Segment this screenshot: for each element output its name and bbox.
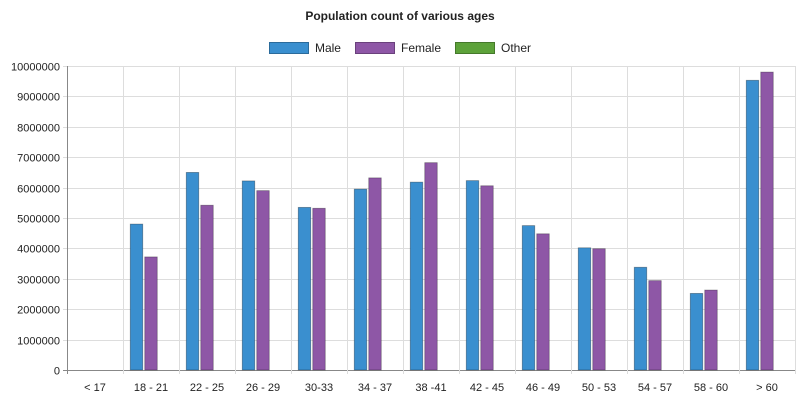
bar-female-9 [592,248,606,371]
bar-male-1 [129,223,144,371]
bar-female-8 [536,233,550,371]
bar-male-3 [241,180,256,371]
y-tick-label-2: 2000000 [17,305,60,317]
bar-male-12 [745,79,760,371]
bar-male-9 [577,247,592,371]
x-tick-label-7: 42 - 45 [470,382,504,394]
bar-female-7 [480,185,494,371]
x-tick-label-8: 46 - 49 [526,382,560,394]
legend: Male Female Other [0,41,800,55]
legend-label-male: Male [314,41,341,55]
bar-female-6 [424,162,438,371]
x-tick-label-0: < 17 [84,382,106,394]
bar-female-10 [648,280,662,371]
legend-item-female[interactable]: Female [354,41,441,55]
x-tick-label-2: 22 - 25 [190,382,224,394]
bar-female-4 [312,207,326,371]
bar-male-10 [633,266,648,371]
x-tick-label-6: 38 -41 [415,382,446,394]
y-tick-label-6: 6000000 [17,184,60,196]
x-tick-label-11: 58 - 60 [694,382,728,394]
bar-male-2 [185,171,200,371]
bar-female-1 [144,256,158,371]
y-tick-label-5: 5000000 [17,214,60,226]
bar-male-11 [689,292,704,371]
bar-female-11 [704,289,718,371]
bar-female-12 [760,71,774,371]
bar-female-3 [256,190,270,371]
legend-item-other[interactable]: Other [455,41,531,55]
legend-swatch-other [455,42,495,54]
x-tick-label-5: 34 - 37 [358,382,392,394]
y-tick-label-3: 3000000 [17,275,60,287]
chart-title: Population count of various ages [305,9,495,23]
bar-male-8 [521,225,536,371]
bar-female-5 [368,177,382,371]
y-tick-label-1: 1000000 [17,336,60,348]
legend-item-male[interactable]: Male [268,41,341,55]
legend-swatch-female [354,42,395,54]
y-tick-label-8: 8000000 [17,123,60,135]
x-tick-label-1: 18 - 21 [134,382,168,394]
legend-label-other: Other [501,41,532,55]
bar-male-4 [297,206,312,371]
x-tick-label-4: 30-33 [305,382,333,394]
y-tick-label-9: 9000000 [17,92,60,104]
y-tick-label-7: 7000000 [17,153,60,165]
x-tick-label-3: 26 - 29 [246,382,280,394]
y-tick-label-4: 4000000 [17,244,60,256]
legend-label-female: Female [400,41,441,55]
bar-male-7 [465,180,480,371]
bar-male-6 [409,181,424,371]
x-tick-label-9: 50 - 53 [582,382,616,394]
legend-swatch-male [268,42,309,54]
x-tick-label-12: > 60 [756,382,778,394]
y-tick-label-10: 10000000 [11,62,60,74]
x-tick-label-10: 54 - 57 [638,382,672,394]
bar-male-5 [353,188,368,371]
y-tick-label-0: 0 [54,366,60,378]
bar-female-2 [200,204,214,371]
